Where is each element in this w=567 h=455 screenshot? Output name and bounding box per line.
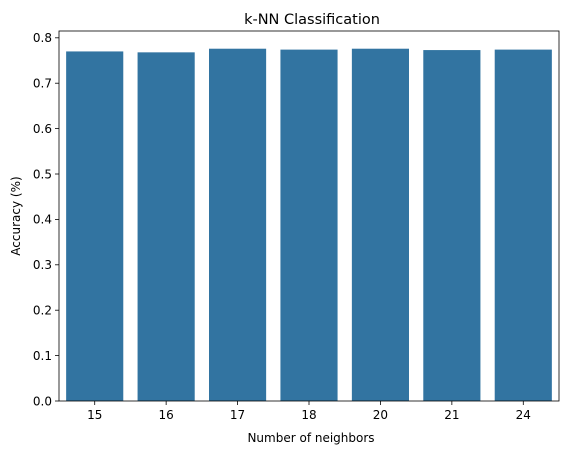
axes-spines xyxy=(58,30,560,402)
bar-15 xyxy=(66,51,124,402)
x-axis-label: Number of neighbors xyxy=(247,431,374,445)
x-tick-label: 18 xyxy=(301,408,316,422)
y-tick-label: 0.0 xyxy=(33,394,52,408)
x-tick-label: 20 xyxy=(373,408,388,422)
x-tick-label: 21 xyxy=(444,408,459,422)
y-tick-label: 0.3 xyxy=(33,258,52,272)
x-tick-label: 17 xyxy=(230,408,245,422)
y-tick-label: 0.5 xyxy=(33,167,52,181)
x-tick-label: 24 xyxy=(516,408,531,422)
chart-title: k-NN Classification xyxy=(244,12,380,28)
y-tick-label: 0.2 xyxy=(33,304,52,318)
plot-frame xyxy=(58,30,560,402)
y-tick-label: 0.6 xyxy=(33,122,52,136)
bars-group xyxy=(66,48,552,402)
y-axis-label: Accuracy (%) xyxy=(9,176,23,255)
y-tick-label: 0.8 xyxy=(33,31,52,45)
bar-20 xyxy=(351,48,409,402)
bar-18 xyxy=(280,49,338,402)
y-axis-ticks: 0.0 0.1 0.2 0.3 0.4 0.5 0.6 0.7 0.8 xyxy=(33,31,59,408)
bar-17 xyxy=(209,48,267,402)
x-tick-label: 15 xyxy=(87,408,102,422)
bar-16 xyxy=(137,52,195,402)
y-tick-label: 0.1 xyxy=(33,349,52,363)
y-tick-label: 0.4 xyxy=(33,213,52,227)
x-axis-ticks: 15 16 17 18 20 21 24 xyxy=(87,401,531,422)
bar-24 xyxy=(494,49,552,402)
bar-21 xyxy=(423,50,481,401)
x-tick-label: 16 xyxy=(159,408,174,422)
y-tick-label: 0.7 xyxy=(33,77,52,91)
